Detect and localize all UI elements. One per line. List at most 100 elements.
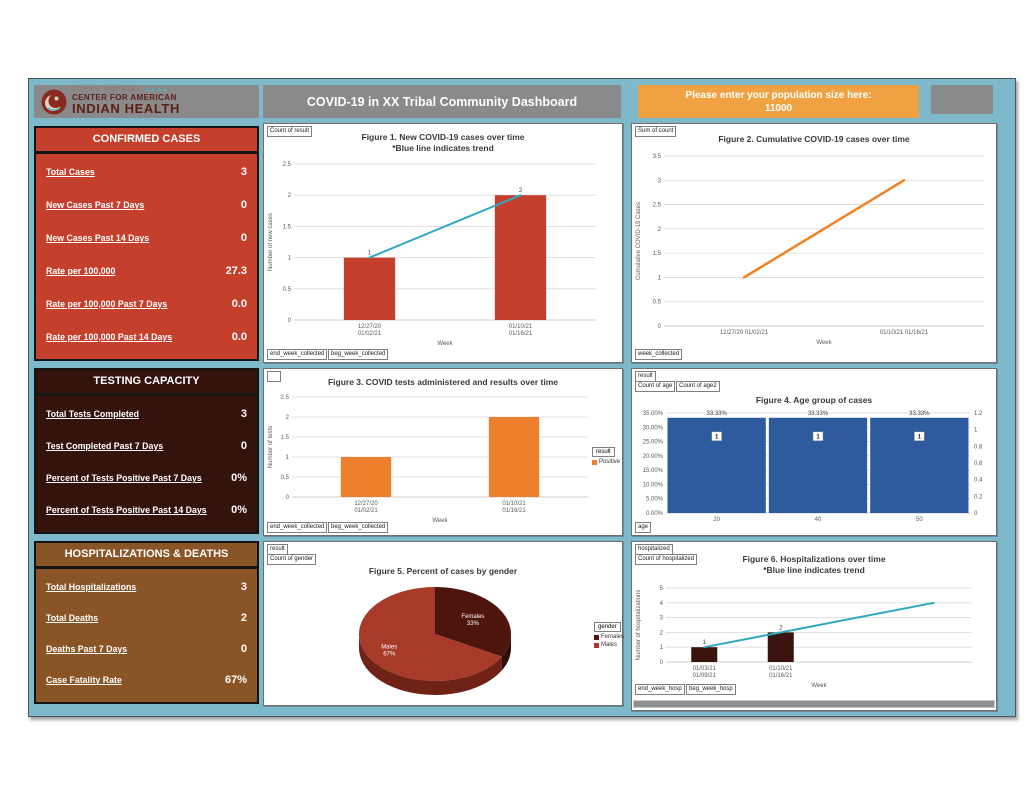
stat-value: 0% — [231, 504, 247, 516]
pivot-field-button-week-collected[interactable]: week_collected — [635, 349, 683, 360]
svg-text:01/03/21: 01/03/21 — [693, 666, 717, 672]
pivot-field-button-count-of-age2[interactable]: Count of age2 — [676, 381, 720, 392]
stat-row-total-tests-completed: Total Tests Completed 3 — [46, 408, 247, 420]
stat-value: 3 — [240, 580, 247, 593]
stat-value: 67% — [224, 674, 247, 687]
svg-text:Week: Week — [437, 341, 453, 347]
pivot-field-button-count-of-gender[interactable]: Count of gender — [267, 554, 317, 565]
stat-label[interactable]: Test Completed Past 7 Days — [46, 441, 164, 451]
stat-label[interactable]: Case Fatality Rate — [46, 675, 122, 686]
legend-swatch-icon — [592, 459, 597, 465]
stat-label[interactable]: Rate per 100,000 — [46, 265, 116, 276]
fig5-plot: Figure 5. Percent of cases by gender Fema… — [359, 566, 518, 695]
pivot-field-button-beg-week-collected[interactable]: beg_week_collected — [328, 522, 389, 533]
svg-text:1.2: 1.2 — [974, 411, 983, 417]
stat-label[interactable]: New Cases Past 7 Days — [46, 200, 145, 211]
y-axis-and-grid: 0 0.5 1 1.5 2 2.5 3 3.5 — [653, 154, 984, 330]
pivot-field-button-beg-week-hosp[interactable]: beg_week_hosp — [686, 684, 736, 695]
svg-text:01/09/21: 01/09/21 — [693, 673, 717, 679]
caih-logo-emblem — [41, 89, 67, 114]
stat-label[interactable]: Total Cases — [46, 167, 95, 178]
stat-label[interactable]: Percent of Tests Positive Past 14 Days — [46, 505, 207, 515]
svg-text:1: 1 — [816, 434, 820, 440]
stat-row-rate-per-100-000: Rate per 100,000 27.3 — [46, 265, 247, 277]
svg-text:3.5: 3.5 — [653, 154, 662, 160]
pivot-field-button-end-week-collected[interactable]: end_week_collected — [267, 522, 328, 533]
svg-text:50: 50 — [916, 517, 923, 523]
stat-label[interactable]: Percent of Tests Positive Past 7 Days — [46, 473, 202, 483]
stat-row-rate-per-100-000-past-14-days: Rate per 100,000 Past 14 Days 0.0 — [46, 331, 247, 343]
stat-value: 0.0 — [231, 297, 247, 310]
stat-value: 0.0 — [231, 330, 247, 343]
svg-text:2.5: 2.5 — [283, 162, 292, 168]
pie-slice-females — [435, 587, 511, 657]
svg-text:1: 1 — [715, 434, 719, 440]
svg-text:2: 2 — [779, 625, 783, 631]
svg-text:35.00%: 35.00% — [643, 411, 664, 417]
fig1-plot: Figure 1. New COVID-19 cases over time*B… — [268, 132, 596, 347]
stat-label[interactable]: Rate per 100,000 Past 14 Days — [46, 331, 173, 342]
caih-logo-text: JOHNS HOPKINS ▲▲▲▲ CENTER FOR AMERICAN I… — [72, 86, 180, 116]
svg-text:3: 3 — [660, 616, 664, 622]
svg-text:10.00%: 10.00% — [643, 482, 664, 488]
stat-row-new-cases-past-7-days: New Cases Past 7 Days 0 — [46, 199, 247, 211]
svg-text:0.00%: 0.00% — [646, 511, 664, 517]
svg-text:0: 0 — [658, 324, 662, 330]
stat-row-total-deaths: Total Deaths 2 — [46, 612, 247, 624]
stat-row-test-completed-past-7-days: Test Completed Past 7 Days 0 — [46, 440, 247, 452]
pivot-field-button-count-of-result[interactable]: Count of result — [267, 126, 313, 137]
svg-text:5: 5 — [660, 586, 664, 592]
stat-label[interactable]: Total Deaths — [46, 612, 99, 623]
svg-text:33.33%: 33.33% — [909, 411, 930, 417]
svg-text:Number of hospitalizations: Number of hospitalizations — [636, 590, 642, 661]
svg-text:0.8: 0.8 — [974, 444, 983, 450]
pivot-field-button-age[interactable]: age — [635, 522, 652, 533]
stat-row-new-cases-past-14-days: New Cases Past 14 Days 0 — [46, 232, 247, 244]
stat-label[interactable]: Rate per 100,000 Past 7 Days — [46, 298, 168, 309]
population-entry-box[interactable]: Please enter your population size here: … — [638, 85, 919, 118]
pivot-field-button-count-of-hospitalized[interactable]: Count of hospitalized — [635, 554, 698, 565]
bar — [343, 257, 396, 320]
stat-value: 27.3 — [225, 264, 247, 277]
pivot-field-button-end-week-collected[interactable]: end_week_collected — [267, 349, 328, 360]
svg-text:*Blue line indicates trend: *Blue line indicates trend — [392, 143, 494, 153]
stat-row-rate-per-100-000-past-7-days: Rate per 100,000 Past 7 Days 0.0 — [46, 298, 247, 310]
svg-text:Males: Males — [381, 645, 397, 651]
svg-text:0.5: 0.5 — [653, 300, 662, 306]
horizontal-scrollbar[interactable] — [633, 700, 995, 708]
svg-text:40: 40 — [815, 517, 822, 523]
pivot-field-button-count-of-age[interactable]: Count of age — [635, 381, 676, 392]
pie-slice-males — [359, 587, 502, 681]
legend-field-button-gender[interactable]: gender — [594, 622, 621, 632]
stat-label[interactable]: Total Hospitalizations — [46, 581, 137, 592]
bar — [767, 632, 794, 662]
svg-text:2: 2 — [660, 630, 664, 636]
svg-text:Figure 4. Age group of cases: Figure 4. Age group of cases — [756, 395, 873, 405]
pivot-field-button-end-week-hosp[interactable]: end_week_hosp — [635, 684, 685, 695]
pivot-field-button-beg-week-collected[interactable]: beg_week_collected — [328, 349, 389, 360]
panel-title-confirmed-cases: CONFIRMED CASES — [36, 128, 257, 154]
stat-row-percent-of-tests-positive-past-14-days: Percent of Tests Positive Past 14 Days 0% — [46, 504, 247, 516]
pivot-field-button-sum-of-count[interactable]: Sum of count — [635, 126, 677, 137]
population-value-input[interactable]: 11000 — [764, 102, 793, 114]
svg-text:3: 3 — [658, 178, 662, 184]
svg-text:2.5: 2.5 — [653, 203, 662, 209]
svg-text:01/02/21: 01/02/21 — [354, 508, 378, 514]
pivot-field-button-blank[interactable] — [267, 371, 281, 382]
svg-text:12/27/20 01/02/21: 12/27/20 01/02/21 — [720, 330, 769, 336]
stat-label[interactable]: Deaths Past 7 Days — [46, 644, 128, 655]
svg-text:01/10/21: 01/10/21 — [502, 501, 526, 507]
stat-value: 2 — [240, 611, 247, 624]
svg-text:2: 2 — [288, 193, 292, 199]
stat-label[interactable]: New Cases Past 14 Days — [46, 233, 150, 244]
stat-label[interactable]: Total Tests Completed — [46, 409, 140, 419]
bar — [340, 457, 392, 497]
legend-field-button-result[interactable]: result — [592, 447, 615, 457]
fig6-plot: Figure 6. Hospitalizations over time*Blu… — [636, 554, 972, 689]
legend-result: result Positive — [592, 447, 620, 465]
y-axis-and-grid: 0 0.5 1 1.5 2 2.5 — [283, 162, 596, 324]
x-axis-labels: 20 40 50 — [713, 517, 923, 523]
